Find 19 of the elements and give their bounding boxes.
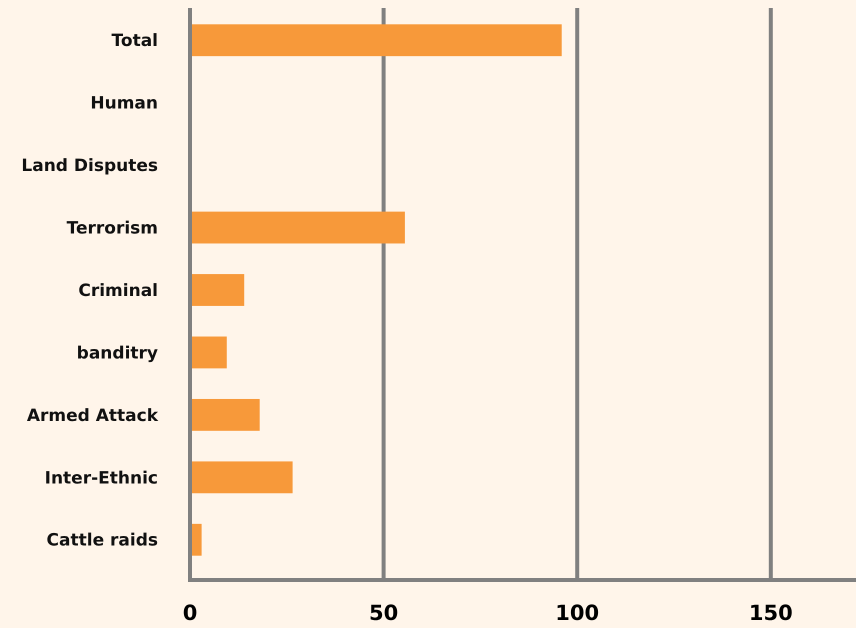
x-tick-label: 150 [748, 601, 793, 625]
bar [190, 398, 260, 431]
bar [190, 274, 244, 306]
y-tick-label: banditry [76, 343, 158, 364]
x-tick-label: 0 [182, 601, 198, 625]
y-tick-label: Total [112, 31, 158, 52]
y-tick-label: Armed Attack [26, 406, 159, 426]
y-tick-label: Terrorism [66, 218, 158, 239]
y-tick-label: Cattle raids [46, 530, 158, 551]
bar [190, 336, 227, 368]
x-tick-label: 100 [555, 601, 600, 625]
y-tick-label: Land Disputes [21, 156, 158, 176]
y-tick-label: Inter-Ethnic [44, 468, 158, 488]
y-tick-label: Human [90, 94, 158, 114]
y-tick-label: Criminal [78, 280, 158, 301]
bar [190, 212, 405, 244]
bar [190, 24, 562, 56]
bar [190, 461, 293, 494]
x-tick-label: 50 [368, 601, 398, 625]
